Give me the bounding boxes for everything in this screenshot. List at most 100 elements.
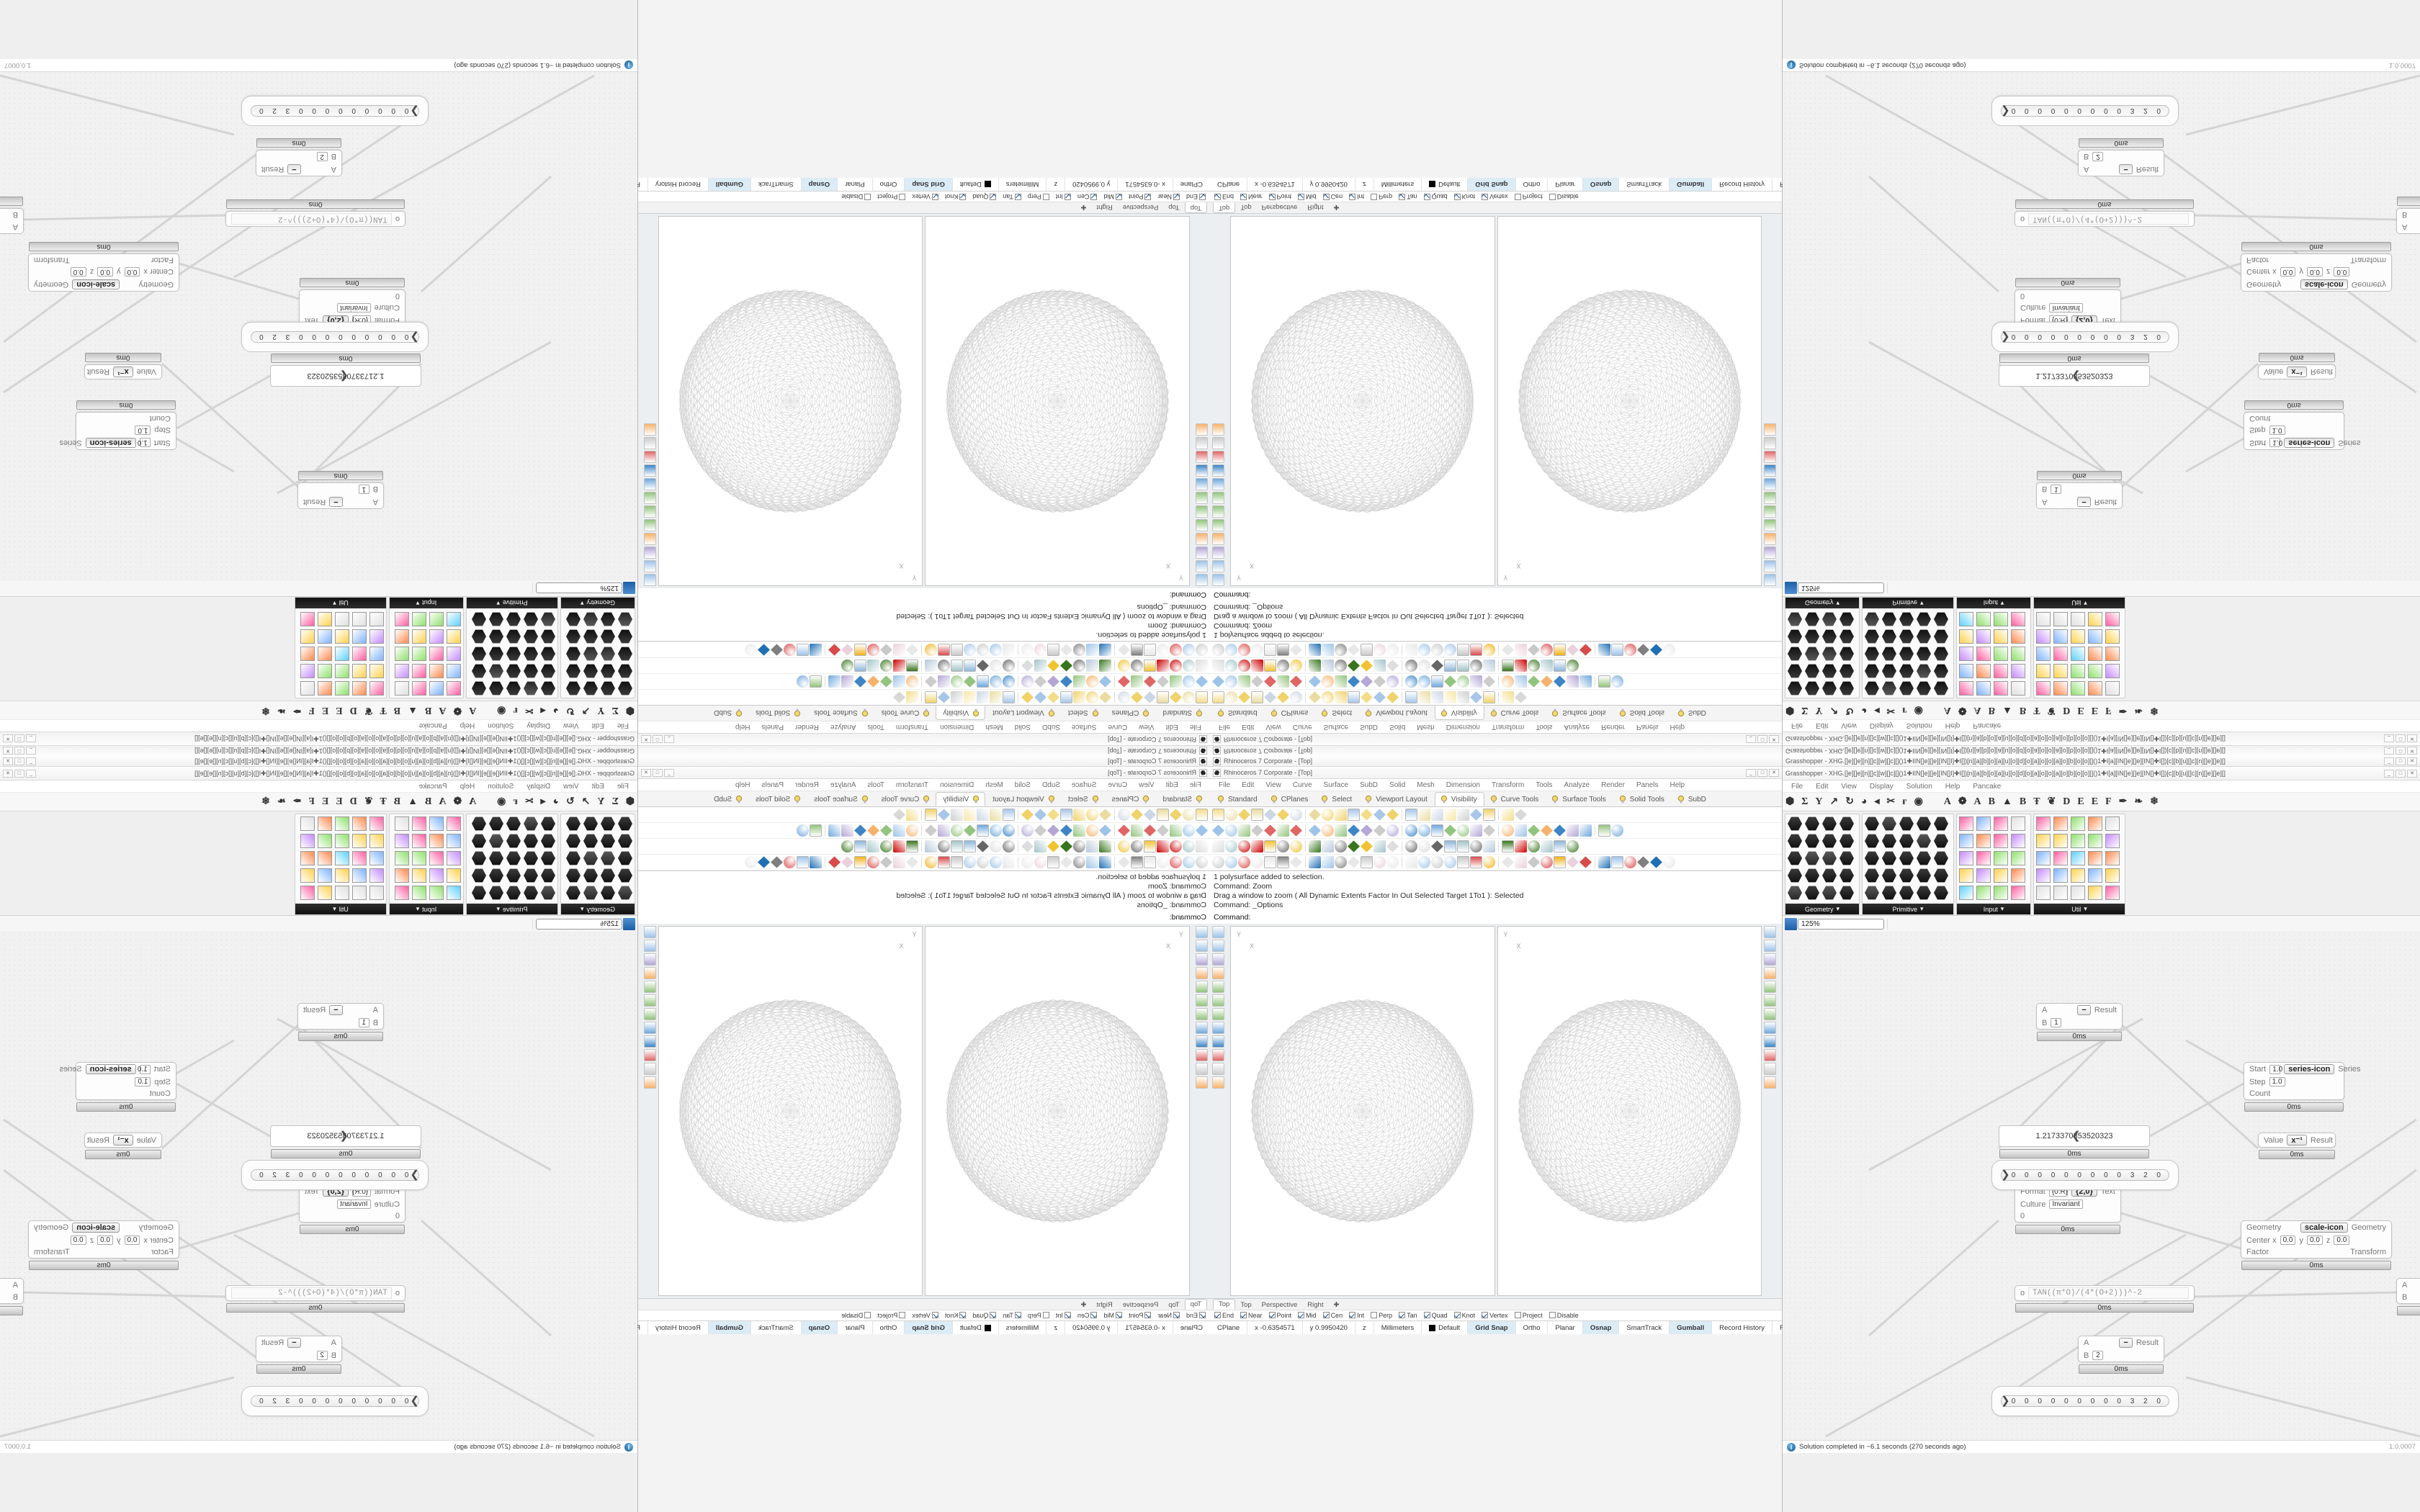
toolbar-icon[interactable] [771,856,783,868]
gh-component-button[interactable] [445,680,461,696]
chevron-down-icon[interactable]: ▾ [2000,905,2004,912]
toolbar-icon[interactable] [1118,691,1130,703]
gh-input-value[interactable]: Invariant [2049,1200,2083,1209]
viewport-tab-top-1[interactable]: Top [1168,1301,1180,1309]
toolbar-icon[interactable] [1183,824,1195,837]
window-buttons[interactable]: _ □ ✕ [641,735,674,744]
gh-input-value[interactable]: 1.0 [2269,438,2282,448]
gh-component-button[interactable] [2036,680,2052,696]
toolbar-icon[interactable] [1405,660,1417,672]
gh-component-button[interactable] [445,851,461,867]
gh-component-button[interactable] [2071,834,2087,850]
status-toggle-smarttrack[interactable]: SmartTrack [1619,1321,1670,1334]
toolbar-icon[interactable] [1003,675,1015,688]
gh-tab-icon-0[interactable]: ⬢ [625,705,635,716]
toolbar-icon[interactable] [854,675,866,688]
gh-component-oneoverx-1[interactable]: Value x⁻¹ Result 0ms [2258,1133,2336,1159]
gh-tab-letter-14[interactable]: ❄ [2150,705,2159,716]
gh-menubar[interactable]: File Edit View Display Solution Help Pancake [1783,719,2420,732]
gh-component-button[interactable] [1805,816,1821,832]
toolbar-icon[interactable] [1541,644,1553,656]
window-buttons[interactable]: _ □ ✕ [2384,734,2417,743]
rhino-menu-curve[interactable]: Curve [1292,723,1312,732]
gh-number-slider-1[interactable]: 0 0 0 0 0 0 0 0 0 3 2 0 ❯ [1991,1386,2179,1416]
toolbar-icon[interactable] [1183,691,1195,703]
rhino-menu-subd[interactable]: SubD [1041,723,1060,732]
checkbox-icon[interactable] [1042,194,1049,200]
chevron-down-icon[interactable]: ▾ [580,600,584,607]
gh-component-button[interactable] [333,645,349,661]
gh-tab-icon-1[interactable]: Σ [611,705,619,716]
viewport-tool-icon[interactable] [1196,981,1208,993]
rhino-menu-edit[interactable]: Edit [1242,723,1255,732]
toolbar-icon[interactable] [1118,809,1130,821]
gh-component-button[interactable] [1994,868,2009,884]
toolbar-icon[interactable] [1528,644,1540,656]
input-port[interactable]: ❮ [339,370,349,382]
gh-slider-track[interactable]: 0 0 0 0 0 0 0 0 0 3 2 0 [2001,1395,2169,1407]
gh-component-button[interactable] [1805,662,1821,678]
gh-tab-letter-1[interactable]: ❁ [1958,796,1967,807]
rhino-menu-curve[interactable]: Curve [1108,723,1128,732]
rhino-tabstrip[interactable]: Standard CPlanes Select Viewport Layout Visi… [638,705,1210,721]
viewport-tool-icon[interactable] [644,994,656,1007]
gh-component-button[interactable] [2053,645,2069,661]
rhino-menu-tools[interactable]: Tools [1536,723,1553,732]
gh-tab-icon-3[interactable]: ↗ [581,705,591,716]
checkbox-icon[interactable] [1090,194,1098,200]
viewport-tool-icon[interactable] [1764,1022,1776,1034]
gh-component-button[interactable] [411,628,426,644]
toolbar-icon[interactable] [1418,840,1430,852]
gh-menu-edit[interactable]: Edit [591,721,604,730]
gh-component-button[interactable] [1994,886,2009,901]
gh-component-panels[interactable]: Geometry ▾ Primitive ▾ Input ▾ Util ▾ [1783,597,2420,701]
toolbar-icon[interactable] [990,824,1002,837]
gh-component-button[interactable] [522,886,538,901]
toolbar-icon[interactable] [1431,644,1443,656]
toolbar-icon[interactable] [1131,691,1143,703]
toolbar-icon[interactable] [1238,840,1250,852]
gh-component-button[interactable] [1788,816,1803,832]
gh-group-label[interactable]: Geometry ▾ [561,598,635,608]
toolbar-icon[interactable] [1322,856,1334,868]
window-buttons[interactable]: _ □ ✕ [3,769,36,778]
toolbar-icon[interactable] [893,824,905,837]
gh-component-button[interactable] [1959,851,1975,867]
viewport-tab-top-0[interactable]: Top [1213,1299,1236,1310]
gh-component-button[interactable] [1959,868,1975,884]
gh-component-button[interactable] [582,645,598,661]
maximize-icon[interactable]: □ [653,735,663,744]
tab-cplanes[interactable]: CPlanes [1265,706,1316,720]
gh-component-series-1[interactable]: Start 1.0 series-icon Series Step 1.0 Count 0ms [59,1062,176,1112]
checkbox-icon[interactable] [959,194,967,200]
close-icon[interactable]: ✕ [3,747,13,755]
gh-number-slider-0[interactable]: 0 0 0 0 0 0 0 0 0 3 2 0 ❯ [241,322,429,352]
toolbar-icon[interactable] [1663,856,1675,868]
close-icon[interactable]: ✕ [2407,757,2417,765]
gh-component-button[interactable] [470,851,486,867]
toolbar-icon[interactable] [1431,840,1443,852]
gh-component-button[interactable] [1865,680,1881,696]
gh-component-button[interactable] [2105,680,2121,696]
gh-component-button[interactable] [470,645,486,661]
viewport-tool-icon[interactable] [1196,1063,1208,1075]
rhino-osnap-bar[interactable]: End Near Point Mid Cen Int Perp Tan Quad Knot Vert… [638,192,1210,202]
toolbar-icon[interactable] [1405,824,1417,837]
gh-menu-pancake[interactable]: Pancake [418,782,447,791]
toolbar-icon[interactable] [938,644,950,656]
gh-menu-solution[interactable]: Solution [488,721,514,730]
osnap-point[interactable]: Point [1268,1312,1291,1319]
viewport-tab-right-3[interactable]: Right [1096,1301,1113,1309]
gh-tab-letter-9[interactable]: E [336,796,343,807]
toolbar-icon[interactable] [1073,856,1085,868]
rhino-menu-surface[interactable]: Surface [1071,780,1097,789]
tab-select[interactable]: Select [1061,792,1105,806]
toolbar-icon[interactable] [977,644,989,656]
gh-component-button[interactable] [1839,868,1855,884]
gh-component-button[interactable] [470,816,486,832]
gh-tab-letter-12[interactable]: ✒ [292,705,302,716]
toolbar-icon[interactable] [1567,856,1579,868]
toolbar-icon[interactable] [906,660,918,672]
gh-component-button[interactable] [599,834,615,850]
gh-component-button[interactable] [2105,834,2121,850]
